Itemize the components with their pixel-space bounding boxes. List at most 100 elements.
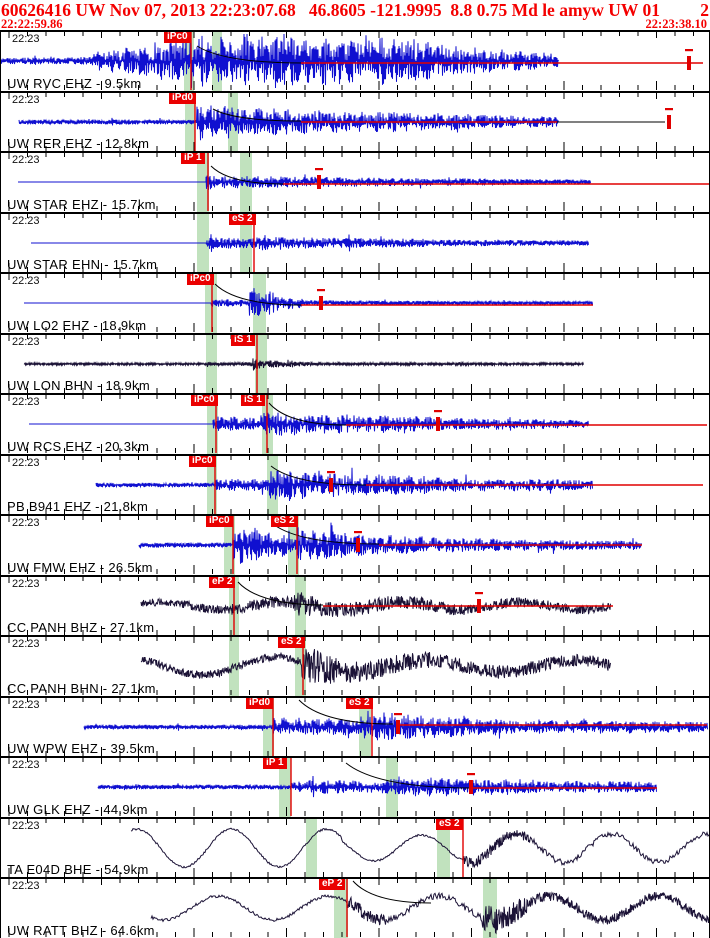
station-label: TA E04D BHE - 54.9km [7,862,149,877]
phase-pick-flag[interactable]: iP 1 [263,757,287,769]
trace-start-time-label: 22:23 [12,154,40,166]
coda-decay-curve [212,108,302,121]
phase-pick-flag[interactable]: eP 2 [209,576,236,588]
phase-pick-flag[interactable]: iPc0 [189,455,216,467]
waveform-plot[interactable] [1,455,709,514]
trace-panel[interactable]: 22:23 UW RVC EHZ - 9.5km iPc0 [1,30,709,91]
station-label: UW STAR EHZ - 15.7km [7,196,156,212]
trace-start-time-label: 22:23 [12,819,40,832]
seismogram-trace [83,710,708,740]
seismogram-trace [140,649,611,684]
window-start-time: 22:22:59.86 [1,17,63,31]
waveform-plot[interactable] [1,395,709,453]
phase-pick-flag[interactable]: iS 1 [241,394,265,406]
phase-pick-flag[interactable]: eS 2 [229,213,256,225]
amplitude-marker-bar [436,417,440,431]
trace-start-time-label: 22:23 [12,396,40,408]
trace-panel[interactable]: 22:23 UW LON BHN - 18.9km iS 1 [1,332,709,393]
trace-start-time-label: 22:23 [12,33,40,45]
coda-decay-curve [270,465,367,485]
trace-panel[interactable]: 22:23 UW LO2 EHZ - 18.9km iPc0 [1,272,709,333]
amplitude-marker-bar [396,719,400,734]
time-ticks [8,32,695,90]
phase-pick-flag[interactable]: iPc0 [206,515,233,527]
phase-pick-flag[interactable]: iPd0 [246,697,274,709]
trace-panel[interactable]: 22:23 UW FMW EHZ - 26.5km iPc0 eS 2 [1,514,709,575]
seismogram-trace [24,288,593,316]
waveform-plot[interactable] [1,32,709,90]
pick-window-band [306,818,317,877]
trace-panel[interactable]: 22:23 UW STAR EHZ - 15.7km iP 1 [1,151,709,212]
trace-panel[interactable]: 22:23 CC PANH BHZ - 27.1km eP 2 [1,574,709,635]
phase-pick-flag[interactable]: iPc0 [191,394,218,406]
waveform-plot[interactable] [1,213,709,272]
phase-pick-flag[interactable]: eS 2 [278,636,305,648]
trace-start-time-label: 22:23 [12,759,40,771]
waveform-plot[interactable] [1,92,709,151]
trace-start-time-label: 22:23 [12,638,40,650]
trace-panel[interactable]: 22:23 UW RER EHZ - 12.8km iPd0 [1,90,709,151]
amplitude-marker-cap [665,107,673,110]
trace-panel[interactable]: 22:23 UW GLK EHZ - 44.9km iP 1 [1,756,709,817]
phase-pick-flag[interactable]: iS 1 [231,334,255,346]
station-label: UW LON BHN - 18.9km [7,378,150,393]
waveform-plot[interactable] [1,879,709,937]
trace-panel[interactable]: 22:23 UW RATT BHZ - 64.6km eP 2 [1,877,709,938]
event-summary: 60626416 UW Nov 07, 2013 22:23:07.68 46.… [1,0,660,20]
phase-pick-flag[interactable]: eS 2 [436,818,463,830]
station-label: UW WPW EHZ - 39.5km [7,741,155,756]
time-ticks [8,395,695,453]
trace-panel[interactable]: 22:23 UW STAR EHN - 15.7km eS 2 [1,211,709,272]
waveform-plot[interactable] [1,818,709,877]
phase-pick-flag[interactable]: eS 2 [346,697,373,709]
trace-start-time-label: 22:23 [12,456,40,469]
trace-panel[interactable]: 22:23 TA E04D BHE - 54.9km eS 2 [1,816,709,877]
amplitude-marker-cap [685,49,693,52]
amplitude-marker-cap [354,531,362,534]
time-ticks [8,697,695,756]
trace-start-time-label: 22:23 [12,335,40,348]
amplitude-marker-bar [317,175,321,189]
phase-pick-flag[interactable]: eS 2 [271,515,298,527]
trace-start-time-label: 22:23 [12,93,40,106]
amplitude-marker-bar [469,780,473,794]
trace-panel[interactable]: 22:23 UW RCS EHZ - 20.3km iPc0 iS 1 [1,393,709,454]
phase-pick-flag[interactable]: iPc0 [187,273,214,285]
station-label: UW LO2 EHZ - 18.9km [7,317,147,333]
seismogram-trace [97,775,657,798]
station-label: UW STAR EHN - 15.7km [7,257,158,272]
seismogram-trace [29,412,589,436]
amplitude-marker-bar [477,598,481,613]
amplitude-marker-cap [434,410,442,413]
coda-decay-curve [352,880,432,904]
time-ticks [8,516,695,574]
phase-pick-flag[interactable]: iPd0 [169,92,197,104]
waveform-plot[interactable] [1,697,709,756]
waveform-plot[interactable] [1,637,709,695]
amplitude-marker-cap [467,773,475,776]
time-ticks [8,637,695,695]
station-label: UW GLK EHZ - 44.9km [7,801,148,817]
seismogram-trace [23,357,584,371]
trace-panel[interactable]: 22:23 CC PANH BHN - 27.1km eS 2 [1,635,709,696]
trace-panel[interactable]: 22:23 PB B941 EHZ - 21.8km iPc0 [1,453,709,514]
waveform-plot[interactable] [1,758,709,816]
pick-window-band [334,879,348,938]
amplitude-marker-bar [319,296,323,310]
time-ticks [8,455,695,514]
trace-start-time-label: 22:23 [12,698,40,711]
time-ticks [8,213,695,272]
phase-pick-flag[interactable]: iPc0 [164,31,191,43]
trace-panel[interactable]: 22:23 UW WPW EHZ - 39.5km iPd0 eS 2 [1,695,709,756]
phase-pick-flag[interactable]: iP 1 [181,152,205,164]
waveform-plot[interactable] [1,153,709,211]
coda-decay-curve [272,523,380,545]
time-ticks [8,576,695,635]
seismogram-trace [130,827,709,869]
coda-decay-curve [196,45,305,64]
window-end-time: 22:23:38.10 [645,17,707,31]
station-label: UW FMW EHZ - 26.5km [7,559,153,575]
time-ticks [8,758,695,816]
coda-decay-curve [237,581,324,605]
phase-pick-flag[interactable]: eP 2 [319,878,346,890]
